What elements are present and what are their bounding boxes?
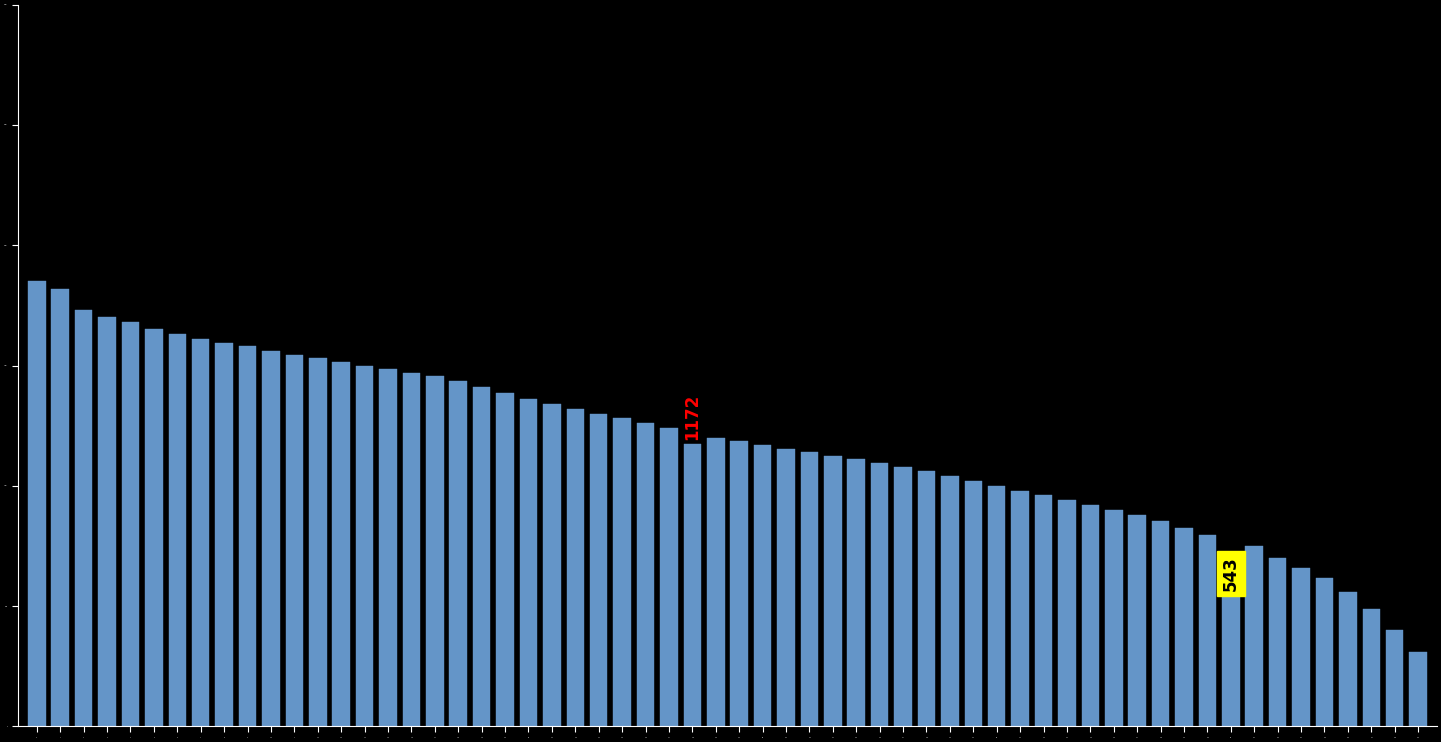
Bar [918,471,935,726]
Bar [1293,568,1310,726]
Bar [169,334,186,726]
Bar [1058,500,1076,726]
Bar [450,381,467,726]
Bar [543,404,561,726]
Bar [473,387,490,726]
Bar [1270,558,1287,726]
Bar [1386,630,1404,726]
Bar [27,281,46,726]
Bar [1316,579,1333,726]
Bar [1128,515,1146,726]
Bar [52,289,69,726]
Bar [801,452,818,726]
Bar [146,329,163,726]
Bar [941,476,958,726]
Bar [427,376,444,726]
Bar [1199,535,1216,726]
Bar [566,409,584,726]
Bar [356,366,373,726]
Bar [777,449,795,726]
Bar [333,362,350,726]
Bar [1176,528,1193,726]
Bar [989,486,1006,726]
Bar [262,351,280,726]
Bar [285,355,303,726]
Bar [379,370,396,726]
Bar [1222,596,1239,726]
Bar [121,322,140,726]
Bar [192,339,209,726]
Bar [824,456,842,726]
Bar [1082,505,1099,726]
Text: 1172: 1172 [683,393,702,440]
Bar [1012,490,1029,726]
Bar [964,481,983,726]
Bar [1151,521,1169,726]
Bar [637,423,654,726]
Bar [589,413,608,726]
Bar [870,463,889,726]
Bar [895,467,912,726]
Text: 543: 543 [1222,556,1239,591]
Bar [98,318,115,726]
Bar [1035,496,1052,726]
Bar [215,343,233,726]
Bar [683,444,702,726]
Bar [1409,651,1427,726]
Bar [847,459,865,726]
Bar [614,418,631,726]
Bar [1339,591,1356,726]
Bar [754,445,771,726]
Bar [75,310,92,726]
Bar [308,358,327,726]
Bar [496,393,514,726]
Bar [1363,608,1380,726]
Bar [708,438,725,726]
Bar [731,441,748,726]
Bar [660,428,677,726]
Bar [1245,546,1262,726]
Bar [239,347,256,726]
Bar [402,372,421,726]
Bar [1105,510,1123,726]
Bar [520,399,537,726]
